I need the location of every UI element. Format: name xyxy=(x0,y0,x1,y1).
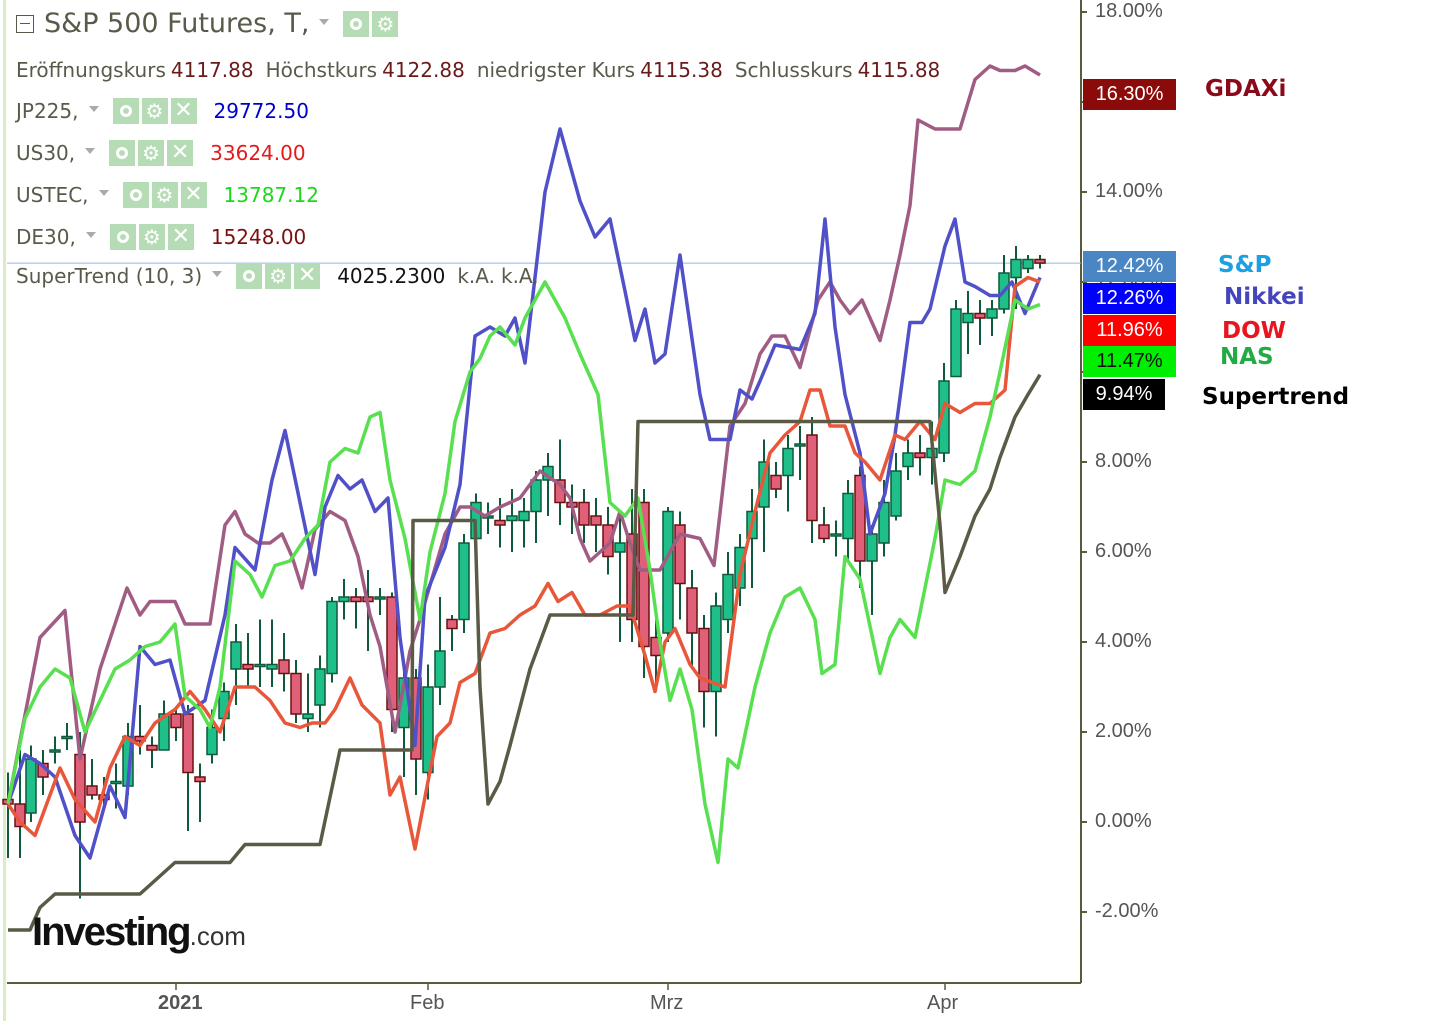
overlay-value: 13787.12 xyxy=(223,183,319,207)
overlay-value: 29772.50 xyxy=(213,99,309,123)
overlay-value: 33624.00 xyxy=(210,141,306,165)
overlay-symbol: DE30, xyxy=(16,225,76,249)
series-label-dow: DOW xyxy=(1222,318,1287,344)
overlay-value: 15248.00 xyxy=(210,225,307,249)
eye-icon[interactable] xyxy=(236,263,263,289)
overlay-dropdown-icon[interactable] xyxy=(88,106,99,112)
axes xyxy=(7,0,1087,990)
y-tick-label: 0.00% xyxy=(1095,810,1152,832)
x-tick-label: 2021 xyxy=(158,992,203,1014)
left-border xyxy=(3,0,6,1021)
investing-logo: Investing.com xyxy=(32,910,246,954)
overlay-symbol: USTEC, xyxy=(16,183,89,207)
series-gdaxi xyxy=(6,64,1041,805)
high-label: Höchstkurs xyxy=(265,58,378,82)
y-tick-label: 14.00% xyxy=(1095,180,1163,202)
overlay-dropdown-icon[interactable] xyxy=(85,148,96,154)
close-label: Schlusskurs xyxy=(734,58,853,82)
candlestick-series xyxy=(2,246,1046,899)
y-tick-label: 2.00% xyxy=(1095,720,1152,742)
indicator-value: 4025.2300 xyxy=(337,264,446,288)
series-label-nikkei: Nikkei xyxy=(1224,284,1305,310)
last-value-badge-supertrend: 9.94% xyxy=(1083,379,1165,410)
series-nas xyxy=(6,280,1041,865)
overlay-symbol: US30, xyxy=(16,141,76,165)
close-value: 4115.88 xyxy=(857,58,941,82)
gear-icon[interactable] xyxy=(372,10,399,37)
eye-icon[interactable] xyxy=(343,10,370,37)
ohlc-row: Eröffnungskurs 4117.88 Höchstkurs 4122.88 … xyxy=(16,58,952,82)
series-supertrend xyxy=(8,373,1042,932)
last-value-badge-sp: 12.42% xyxy=(1083,251,1176,282)
y-tick-label: 4.00% xyxy=(1095,630,1152,652)
last-value-badge-nas: 11.47% xyxy=(1083,346,1176,377)
close-icon[interactable] xyxy=(170,98,197,124)
indicator-na-2: k.A. xyxy=(500,264,539,288)
high-value: 4122.88 xyxy=(382,58,465,82)
title-dropdown-icon[interactable] xyxy=(319,18,330,25)
x-tick-label: Apr xyxy=(927,992,959,1014)
low-value: 4115.38 xyxy=(640,58,723,82)
close-icon[interactable] xyxy=(180,182,207,208)
last-value-badge-gdaxi: 16.30% xyxy=(1083,79,1176,110)
close-icon[interactable] xyxy=(294,263,321,289)
close-icon[interactable] xyxy=(167,140,194,166)
line-series xyxy=(6,64,1042,932)
series-nikkei xyxy=(6,127,1042,860)
overlay-row-jp225: JP225, 29772.50 xyxy=(16,98,309,124)
series-label-sp: S&P xyxy=(1218,252,1272,278)
open-label: Eröffnungskurs xyxy=(16,58,166,82)
y-tick-label: 18.00% xyxy=(1095,0,1163,22)
eye-icon[interactable] xyxy=(112,98,139,124)
close-icon[interactable] xyxy=(167,224,194,250)
y-tick-label: 6.00% xyxy=(1095,540,1152,562)
gear-icon[interactable] xyxy=(265,263,292,289)
series-label-nas: NAS xyxy=(1220,344,1274,370)
last-value-badge-nikkei: 12.26% xyxy=(1083,283,1176,314)
overlay-row-us30: US30, 33624.00 xyxy=(16,140,306,166)
eye-icon[interactable] xyxy=(122,182,149,208)
gear-icon[interactable] xyxy=(138,224,165,250)
low-label: niedrigster Kurs xyxy=(476,58,636,82)
indicator-row-supertrend: SuperTrend (10, 3) 4025.2300 k.A. k.A. xyxy=(16,263,539,289)
eye-icon[interactable] xyxy=(109,224,136,250)
eye-icon[interactable] xyxy=(109,140,136,166)
indicator-dropdown-icon[interactable] xyxy=(212,271,223,277)
y-tick-label: -2.00% xyxy=(1095,900,1159,922)
x-tick-label: Mrz xyxy=(650,992,684,1014)
open-value: 4117.88 xyxy=(170,58,254,82)
chart-title-row: S&P 500 Futures, T, xyxy=(16,8,401,39)
series-label-supertrend: Supertrend xyxy=(1202,384,1350,410)
overlay-dropdown-icon[interactable] xyxy=(98,190,109,196)
gear-icon[interactable] xyxy=(138,140,165,166)
last-value-badge-dow: 11.96% xyxy=(1083,315,1176,346)
indicator-name: SuperTrend (10, 3) xyxy=(16,264,203,288)
overlay-symbol: JP225, xyxy=(16,99,79,123)
overlay-row-de30: DE30, 15248.00 xyxy=(16,224,306,250)
collapse-icon[interactable] xyxy=(16,14,34,33)
chart-title: S&P 500 Futures, T, xyxy=(44,8,310,39)
indicator-na-1: k.A. xyxy=(457,264,495,288)
gear-icon[interactable] xyxy=(151,182,178,208)
series-dow xyxy=(6,275,1041,851)
x-tick-label: Feb xyxy=(410,992,445,1014)
overlay-dropdown-icon[interactable] xyxy=(85,232,96,238)
gear-icon[interactable] xyxy=(141,98,168,124)
y-tick-label: 8.00% xyxy=(1095,450,1152,472)
overlay-row-ustec: USTEC, 13787.12 xyxy=(16,182,319,208)
series-label-gdaxi: GDAXi xyxy=(1205,76,1287,102)
